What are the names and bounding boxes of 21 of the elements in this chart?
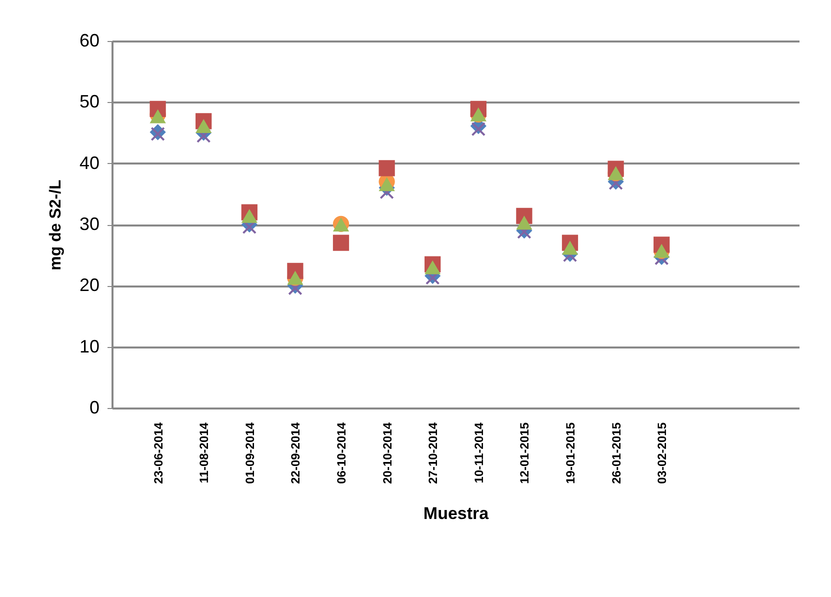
y-tick-label: 0: [89, 398, 100, 418]
x-tick-label: 11-08-2014: [197, 422, 212, 484]
x-tick-label: 26-01-2015: [609, 422, 624, 484]
x-tick-label: 03-02-2015: [655, 422, 670, 484]
y-tick-label: 30: [79, 214, 100, 234]
y-axis-title: mg de S2-/L: [47, 179, 64, 270]
y-tick-label: 60: [79, 30, 100, 50]
x-tick-label: 10-11-2014: [472, 422, 486, 484]
y-tick-label: 20: [79, 275, 100, 296]
x-axis-title: Muestra: [423, 504, 490, 523]
x-tick-label: 19-01-2015: [564, 422, 578, 484]
x-tick-label: 01-09-2014: [242, 422, 257, 484]
x-tick-label: 20-10-2014: [380, 422, 394, 484]
y-tick-label: 50: [79, 92, 100, 112]
y-tick-label: 40: [79, 152, 100, 173]
x-tick-label: 12-01-2015: [518, 422, 532, 484]
x-tick-label: 23-06-2014: [151, 422, 166, 484]
x-tick-label: 06-10-2014: [334, 422, 348, 484]
x-tick-label: 27-10-2014: [426, 422, 440, 484]
y-tick-label: 10: [79, 336, 100, 356]
x-tick-label: 22-09-2014: [288, 422, 303, 484]
